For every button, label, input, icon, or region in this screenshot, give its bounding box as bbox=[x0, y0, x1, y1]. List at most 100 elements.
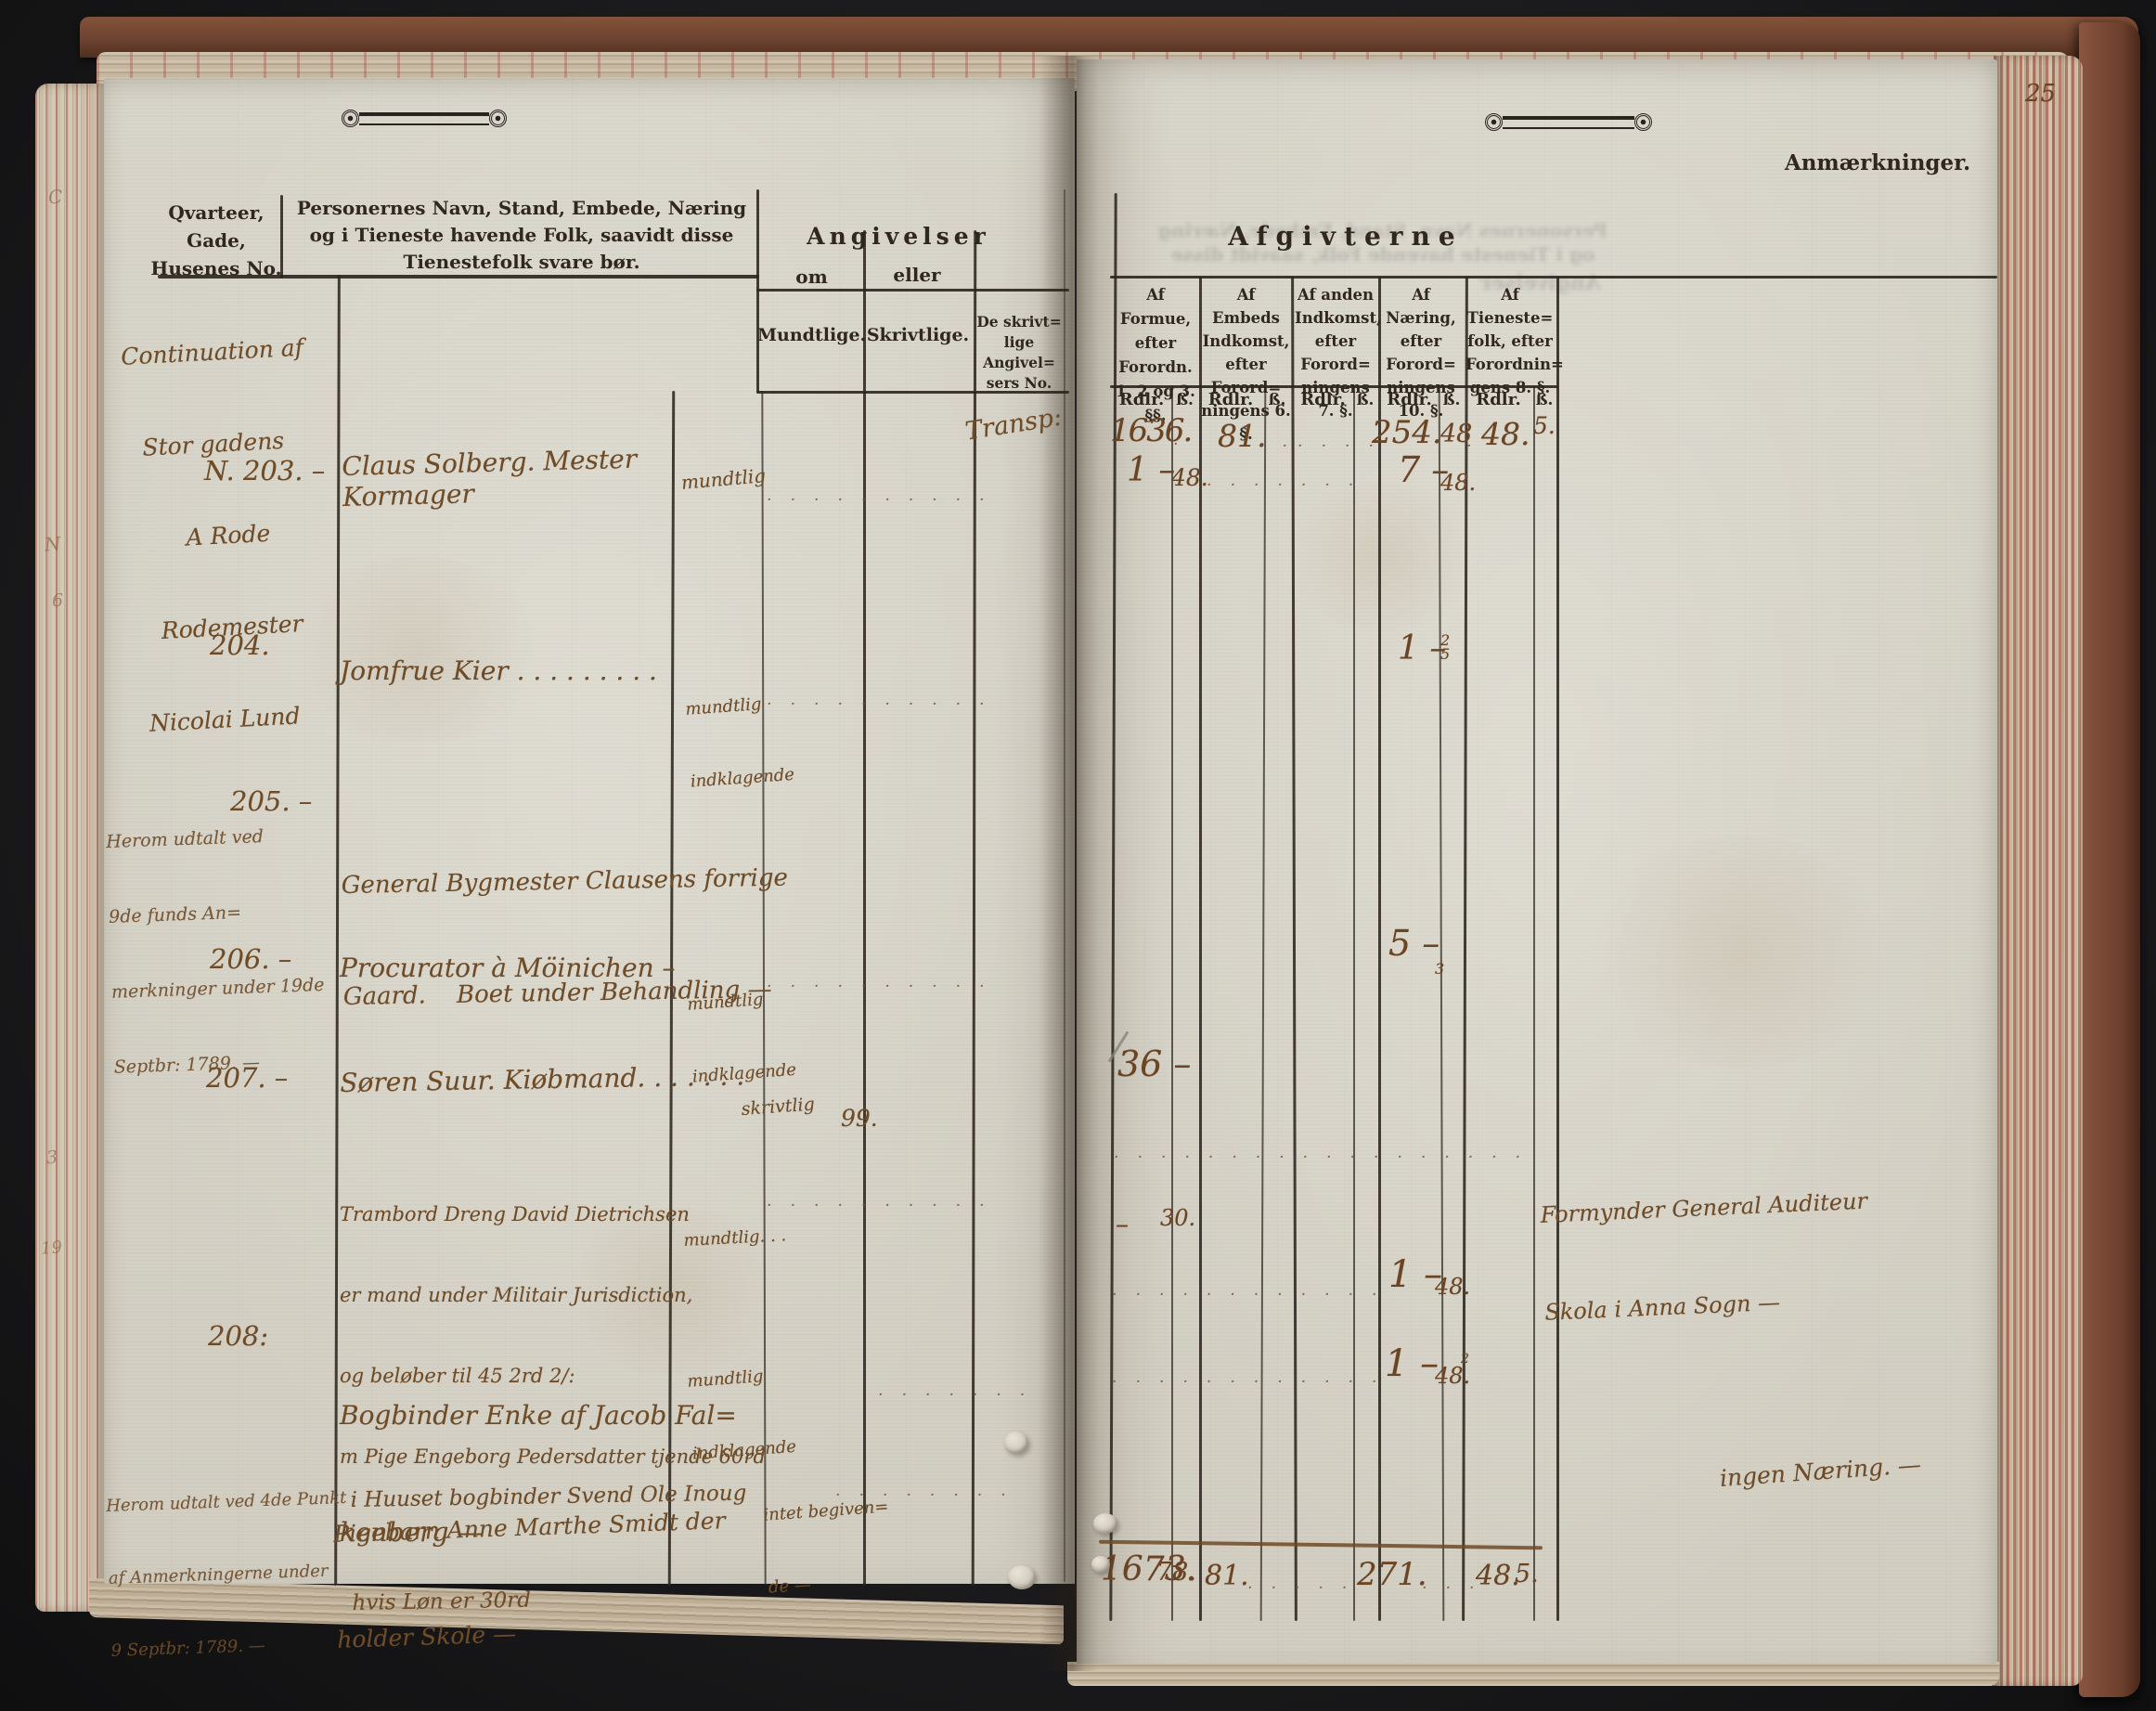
amount-naering-rdlr: 1 – bbox=[1398, 629, 1447, 668]
entry-name: Bogbinder Enke af Jacob Fal= kenberg — bbox=[340, 1318, 757, 1630]
dot-leader: · · · · · · · · · · · · · · · · · · · · … bbox=[835, 1485, 1021, 1505]
header-line: efter Forord= bbox=[1300, 332, 1371, 373]
margin-note-line: Herom udtalt ved bbox=[105, 826, 265, 852]
tax-column-header-tienestefolk: Af Tieneste= folk, efter Forordnin= gens… bbox=[1465, 283, 1564, 399]
entry-number: 204. bbox=[210, 629, 270, 661]
entry-subtext-line: og beløber til 45 2rd 2/: bbox=[340, 1365, 575, 1387]
header-line: Af Formue, bbox=[1119, 286, 1192, 328]
ornament-floret-icon bbox=[342, 110, 359, 127]
fraction-numerator: 2 bbox=[1440, 631, 1451, 649]
header-line: sers No. bbox=[986, 374, 1052, 392]
amount-naering-rdlr: 5 – bbox=[1388, 923, 1440, 964]
header-line: 10. §. bbox=[1398, 402, 1444, 420]
unit-label-rdlr: Rdlr. bbox=[1300, 390, 1346, 409]
entry-subtext-line: er mand under Militair Jurisdiction, bbox=[340, 1284, 693, 1306]
dot-leader: · · · · · · · · · · · · · · · · · · · · … bbox=[767, 1196, 999, 1215]
header-line: 1, 2 og 3. §§. bbox=[1116, 382, 1195, 424]
dot-leader: · · · · · · · · · · · · · · · · · · · · … bbox=[1247, 1578, 1349, 1598]
dot-leader: · · · · · · · · · · · · · · · · · · · · … bbox=[1466, 436, 1481, 456]
header-line: efter Forord= bbox=[1386, 332, 1456, 373]
book-cover-top-edge bbox=[80, 17, 2138, 58]
dot-leader: · · · · · · · · · · · · · · · · · · · · … bbox=[767, 490, 999, 510]
written-declaration-number: 99. bbox=[841, 1105, 878, 1132]
margin-note-line: 9de funds An= bbox=[108, 901, 242, 927]
unit-label-skilling: ß. bbox=[1356, 391, 1375, 409]
header-line: Tienestefolk svare bør. bbox=[403, 251, 640, 273]
paper-blister bbox=[1093, 1513, 1117, 1534]
book-cover-right bbox=[2079, 22, 2140, 1697]
unit-label-skilling: ß. bbox=[1442, 391, 1461, 409]
paper-stain bbox=[557, 1207, 789, 1374]
remark-line: Skola i Anna Sogn — bbox=[1543, 1289, 1781, 1326]
dot-leader: · · · · · · · · · · · · · · · · · · · · … bbox=[878, 1385, 1026, 1405]
ornament-divider-icon bbox=[1485, 113, 1652, 131]
column-header-eller: eller bbox=[893, 264, 941, 286]
unit-label-rdlr: Rdlr. bbox=[1387, 390, 1432, 409]
entry-name-line: Bogbinder Enke af Jacob Fal= bbox=[340, 1400, 737, 1431]
total-formue-rdlr: 1673. bbox=[1101, 1550, 1197, 1588]
table-rule bbox=[1110, 385, 1558, 388]
annotation-line: mundtlig bbox=[686, 1367, 765, 1392]
table-rule bbox=[756, 289, 1069, 292]
amount-formue-skilling: 30. bbox=[1160, 1205, 1196, 1231]
margin-note-line: af Anmerkningerne under bbox=[108, 1561, 329, 1588]
entry-number: 208: bbox=[208, 1320, 269, 1352]
column-header-person-name: Personernes Navn, Stand, Embede, Næring … bbox=[290, 195, 754, 276]
margin-heading-line: A Rode bbox=[185, 519, 271, 551]
entry-subtext-line: Trambord Dreng David Dietrichsen bbox=[340, 1203, 690, 1225]
header-line: ningens 6. §. bbox=[1201, 402, 1291, 443]
unit-label-skilling: ß. bbox=[1535, 391, 1554, 409]
margin-note-line: merkninger under 19de bbox=[110, 974, 325, 1003]
header-line: Personernes Navn, Stand, Embede, Næring bbox=[296, 197, 747, 219]
column-header-skrivtlige: Skrivtlige. bbox=[866, 325, 970, 345]
dot-leader: · · · · · · · · · · · · · · · · · · · · … bbox=[1259, 436, 1292, 456]
amount-formue-rdlr: 36 – bbox=[1117, 1043, 1192, 1084]
dot-leader: · · · · · · · · · · · · · · · · · · · · … bbox=[1112, 1285, 1381, 1304]
header-line: Af Næring, bbox=[1386, 286, 1456, 327]
column-header-om: om bbox=[795, 266, 828, 288]
right-page bbox=[1077, 59, 1997, 1664]
entry-subtext: Trambord Dreng David Dietrichsen er mand… bbox=[340, 1147, 785, 1524]
header-line: De skrivt= bbox=[976, 313, 1062, 331]
header-line: efter Forordn. bbox=[1118, 334, 1193, 376]
entry-number: 206. – bbox=[210, 943, 292, 975]
dot-leader: · · · · · · · · · · · · · · · · · · · · … bbox=[1422, 1578, 1473, 1598]
margin-heading-line: Nicolai Lund bbox=[148, 702, 302, 737]
unit-label-skilling: ß. bbox=[1176, 391, 1194, 409]
unit-label-skilling: ß. bbox=[1268, 391, 1286, 409]
table-rule bbox=[1353, 385, 1355, 1621]
amount-formue-skilling: 48. bbox=[1171, 464, 1208, 491]
column-header-angivelse-no: De skrivt= lige Angivel= sers No. bbox=[973, 312, 1065, 394]
page-stack-left-edge bbox=[35, 84, 108, 1612]
dot-leader: · · · · · · · · · · · · · · · · · · · · … bbox=[767, 694, 999, 714]
header-line: og i Tieneste havende Folk, saavidt diss… bbox=[309, 224, 734, 246]
amount-embeds-rdlr: 81. bbox=[1218, 418, 1267, 454]
amount-naering-rdlr: 7 – bbox=[1398, 449, 1450, 490]
table-rule bbox=[1378, 277, 1381, 1621]
amount-dash: – bbox=[1116, 1209, 1129, 1239]
table-rule bbox=[756, 189, 759, 393]
total-naering-rdlr: 271. bbox=[1357, 1556, 1427, 1593]
table-rule bbox=[1199, 277, 1202, 1621]
entry-subtext-line: m Pige Engeborg Pedersdatter tjende 60rd bbox=[340, 1445, 766, 1468]
amount-superscript: 2 bbox=[1461, 1352, 1469, 1367]
header-line: Af Tieneste= bbox=[1466, 286, 1554, 327]
fore-edge-ink-mark: C bbox=[47, 185, 63, 209]
header-line: ningens 7. §. bbox=[1301, 379, 1370, 420]
entry-name-line: Pigebarn Anne Marthe Smidt der bbox=[332, 1507, 726, 1548]
entry-name-line: kenberg — bbox=[340, 1517, 484, 1548]
table-rule bbox=[863, 230, 866, 1586]
left-page bbox=[104, 78, 1075, 1584]
amount-naering-skilling: 48. bbox=[1435, 1274, 1471, 1300]
column-header-mundtlige: Mundtlige. bbox=[757, 325, 867, 345]
header-line: folk, efter bbox=[1467, 332, 1553, 350]
unit-label-rdlr: Rdlr. bbox=[1118, 390, 1165, 409]
paper-stain bbox=[1578, 836, 1903, 1068]
entry-annotation: intet begiven= de — bbox=[759, 1447, 897, 1649]
annotation-line: de — bbox=[768, 1575, 812, 1598]
dot-leader: · · · · · · · · · · · · · · · · · · · · … bbox=[1297, 436, 1374, 456]
table-rule bbox=[1110, 276, 1997, 279]
ornament-floret-icon bbox=[1634, 113, 1652, 131]
amount-naering-fraction: 2 5 bbox=[1440, 631, 1451, 662]
